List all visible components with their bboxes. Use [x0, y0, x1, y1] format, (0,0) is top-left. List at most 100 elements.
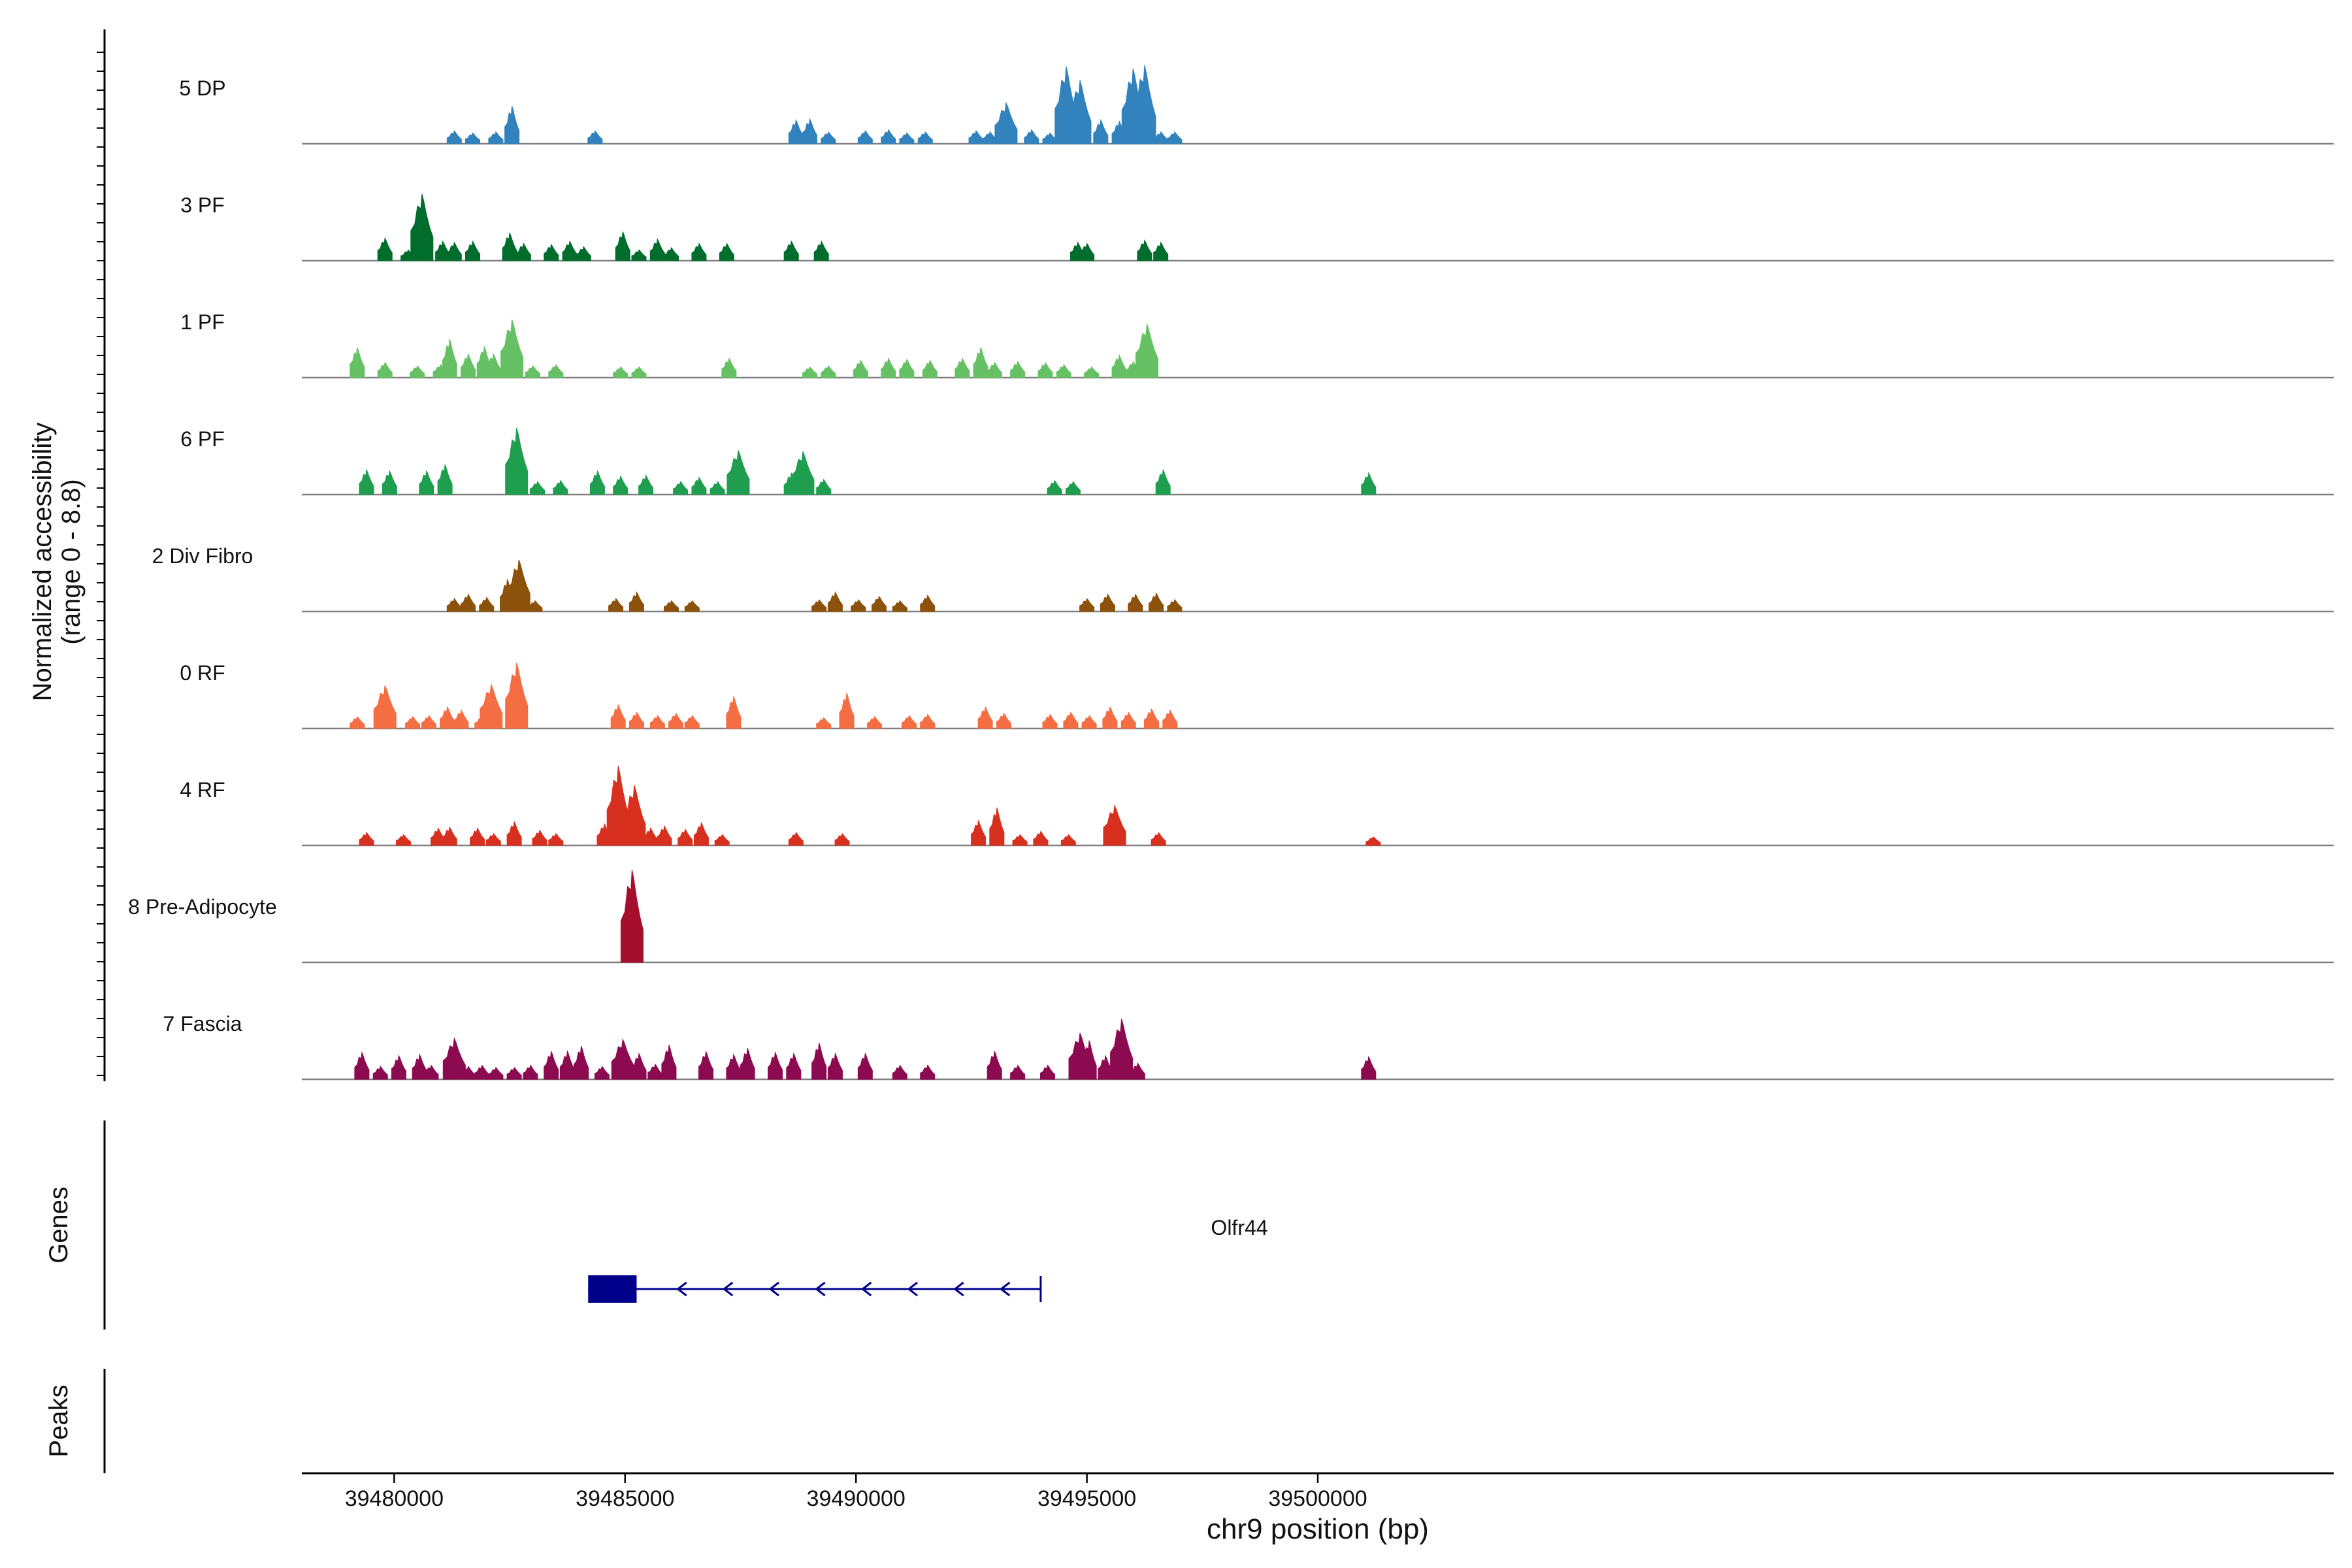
coverage-peak [623, 785, 646, 846]
coverage-peak [1155, 468, 1171, 495]
track-label: 2 Div Fibro [152, 544, 253, 568]
coverage-peak [851, 598, 866, 612]
coverage-peak [502, 233, 517, 261]
coverage-peak [589, 470, 605, 495]
coverage-peak [649, 238, 665, 261]
coverage-peak [506, 821, 522, 846]
coverage-peak [488, 131, 504, 144]
coverage-peak [500, 319, 524, 378]
coverage-peak [461, 353, 476, 378]
coverage-peak [410, 365, 425, 378]
coverage-peak [802, 366, 817, 378]
coverage-peak [423, 1064, 439, 1080]
track-label: 4 RF [180, 778, 225, 802]
track-1-pf: 1 PF [180, 310, 2334, 379]
coverage-peak [532, 829, 547, 846]
coverage-peak [881, 357, 896, 378]
coverage-peak [505, 427, 529, 495]
strand-arrow [768, 1281, 779, 1297]
coverage-peak [1081, 1040, 1097, 1080]
coverage-peak [813, 240, 829, 261]
coverage-peak [977, 706, 993, 729]
gene-olfr44: Olfr44 [588, 1216, 1268, 1303]
coverage-peak [562, 240, 578, 261]
coverage-peak [788, 832, 804, 846]
coverage-peak [1079, 598, 1095, 612]
coverage-peak [719, 242, 734, 261]
coverage-peak [440, 706, 455, 729]
coverage-peak [629, 711, 644, 729]
coverage-peak [442, 1037, 466, 1080]
coverage-peak [994, 101, 1018, 144]
coverage-peak [714, 834, 730, 846]
coverage-peak [973, 347, 988, 378]
track-6-pf: 6 PF [180, 427, 2334, 496]
coverage-peak [1010, 1064, 1026, 1080]
coverage-peak [1128, 593, 1143, 612]
coverage-peak [613, 475, 629, 495]
coverage-peak [727, 450, 750, 495]
coverage-peak [1135, 323, 1158, 378]
coverage-peak [1024, 129, 1039, 144]
coverage-peak [485, 832, 501, 846]
coverage-peak [816, 717, 832, 729]
coverage-peak [684, 715, 700, 729]
coverage-peak [987, 1050, 1002, 1080]
coverage-peak [523, 1064, 538, 1080]
coverage-peak [527, 600, 543, 612]
coverage-peak [1084, 366, 1100, 378]
coverage-peak [505, 662, 529, 729]
coverage-peak [892, 600, 907, 612]
coverage-peak [608, 598, 624, 612]
coverage-peak [691, 476, 707, 495]
coverage-peak [453, 709, 469, 729]
coverage-peak [1060, 834, 1076, 846]
x-axis-label: chr9 position (bp) [1207, 1513, 1429, 1545]
coverage-peak [1144, 708, 1159, 729]
coverage-peak [657, 825, 672, 846]
coverage-peak [629, 591, 644, 612]
coverage-peak [684, 600, 700, 612]
coverage-peak [821, 131, 836, 144]
coverage-peak [1065, 481, 1081, 495]
coverage-peak [620, 870, 644, 963]
coverage-peak [442, 338, 457, 378]
coverage-peak [1037, 361, 1053, 378]
coverage-peak [1103, 804, 1126, 846]
coverage-peak [1100, 593, 1115, 612]
coverage-peak [691, 242, 707, 261]
coverage-peak [548, 832, 564, 846]
track-label: 1 PF [180, 310, 225, 334]
coverage-peak [1056, 364, 1071, 378]
coverage-peak [421, 715, 436, 729]
coverage-peak [857, 1052, 873, 1080]
coverage-peak [1149, 592, 1164, 612]
coverage-peak [827, 591, 843, 612]
coverage-peak [853, 359, 868, 378]
track-label: 6 PF [180, 427, 225, 451]
coverage-peak [1361, 1055, 1377, 1080]
coverage-peak [446, 241, 462, 261]
coverage-peak [811, 598, 827, 612]
coverage-peak [446, 598, 462, 612]
x-tick-label: 39500000 [1268, 1486, 1367, 1511]
coverage-peak [544, 1051, 559, 1080]
coverage-peak [359, 468, 374, 495]
coverage-peak [678, 828, 693, 846]
coverage-peak [525, 365, 540, 378]
coverage-peak [821, 365, 836, 378]
coverage-peak [1137, 239, 1152, 261]
coverage-peak [350, 715, 365, 729]
coverage-peak [410, 193, 434, 261]
track-7-fascia: 7 Fascia [163, 1012, 2334, 1081]
coverage-peak [1151, 832, 1166, 846]
coverage-peak [1047, 480, 1062, 495]
coverage-peak [1010, 361, 1026, 378]
x-axis-ticks: 39480000 39485000 39490000 39495000 39500000 [345, 1473, 1367, 1511]
coverage-peak [987, 361, 1002, 378]
coverage-peak [791, 451, 815, 495]
coverage-peak [470, 827, 485, 846]
gene-exon [588, 1275, 637, 1303]
coverage-peak [377, 237, 393, 261]
